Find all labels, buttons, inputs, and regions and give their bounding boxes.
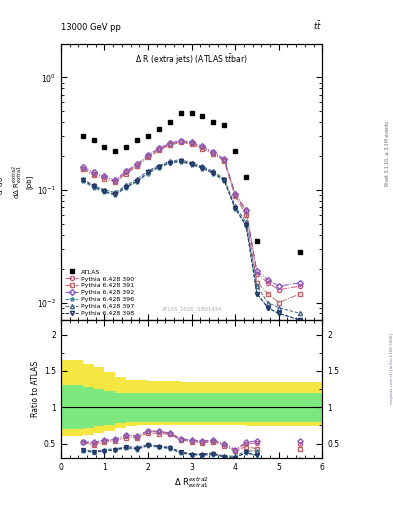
Text: Δ R (extra jets) (ATLAS t$\bar{t}$bar): Δ R (extra jets) (ATLAS t$\bar{t}$bar) [135, 52, 248, 67]
ATLAS [113, 148, 118, 155]
ATLAS [211, 119, 216, 125]
Legend: ATLAS, Pythia 6.428 390, Pythia 6.428 391, Pythia 6.428 392, Pythia 6.428 396, P: ATLAS, Pythia 6.428 390, Pythia 6.428 39… [63, 267, 136, 318]
ATLAS [156, 125, 161, 132]
ATLAS [233, 148, 237, 155]
ATLAS [222, 122, 227, 128]
ATLAS [80, 133, 85, 139]
X-axis label: Δ R$_{extra1}^{extra2}$: Δ R$_{extra1}^{extra2}$ [174, 475, 209, 490]
Text: ATLAS_2020_I1801434: ATLAS_2020_I1801434 [162, 306, 222, 312]
Line: ATLAS: ATLAS [80, 111, 303, 254]
ATLAS [244, 174, 248, 180]
Text: Rivet 3.1.10, ≥ 3.1M events: Rivet 3.1.10, ≥ 3.1M events [385, 121, 389, 186]
ATLAS [255, 238, 259, 244]
ATLAS [189, 110, 194, 116]
ATLAS [102, 144, 107, 150]
ATLAS [298, 249, 303, 255]
ATLAS [200, 113, 205, 119]
ATLAS [135, 137, 140, 143]
ATLAS [178, 110, 183, 116]
ATLAS [124, 144, 129, 150]
ATLAS [167, 119, 172, 125]
Text: 13000 GeV pp: 13000 GeV pp [61, 23, 121, 32]
Text: $t\bar{t}$: $t\bar{t}$ [314, 19, 322, 32]
Y-axis label: d  dσ$^{nd}$
dΔ R$_{extra1}^{extra2}$
[pb]: d dσ$^{nd}$ dΔ R$_{extra1}^{extra2}$ [pb… [0, 165, 33, 199]
Y-axis label: Ratio to ATLAS: Ratio to ATLAS [31, 361, 40, 417]
ATLAS [146, 133, 151, 139]
ATLAS [91, 137, 96, 143]
Text: mcplots.cern.ch [arXiv:1306.3436]: mcplots.cern.ch [arXiv:1306.3436] [390, 333, 393, 404]
